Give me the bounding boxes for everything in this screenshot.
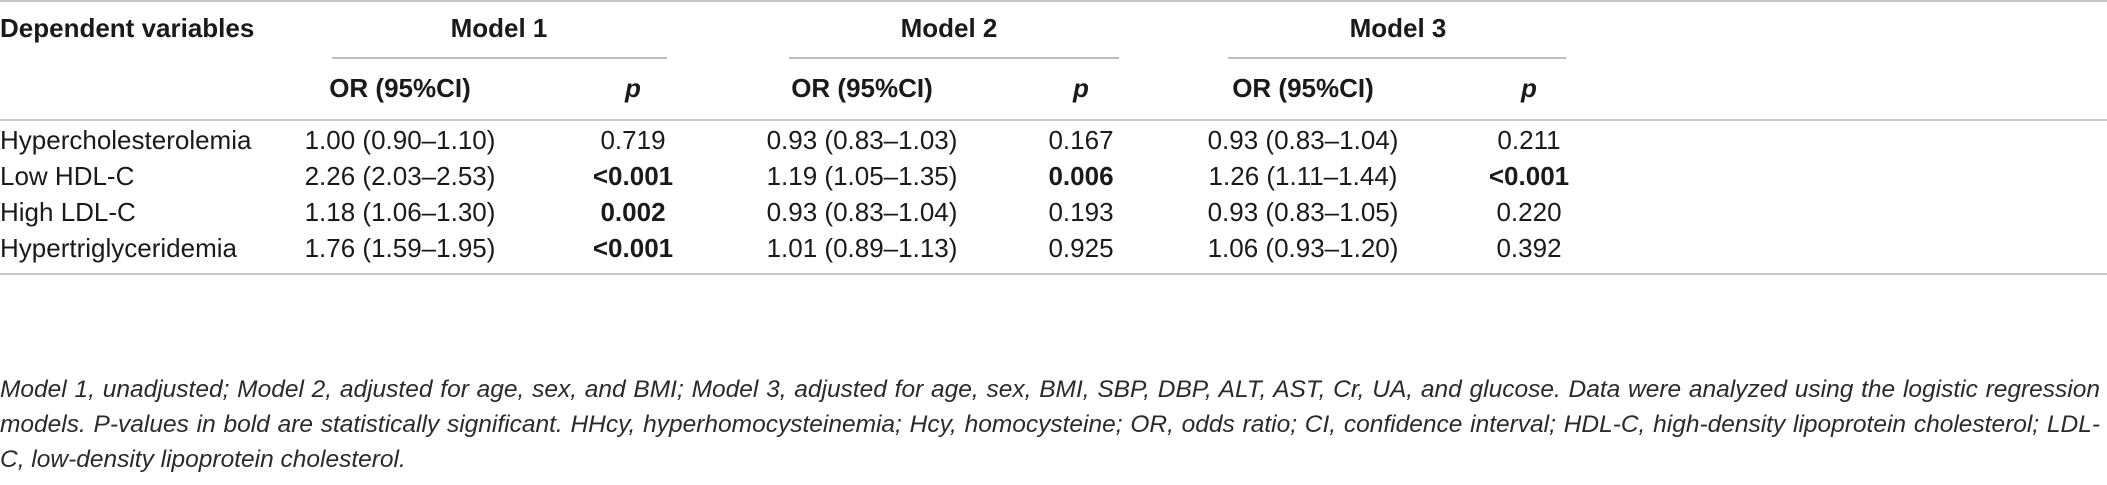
- p-value-cell-significant: 0.002: [600, 197, 666, 227]
- p-value-cell: 0.392: [1496, 233, 1562, 263]
- row-label-hypercholesterolemia: Hypercholesterolemia: [0, 125, 252, 155]
- header-dependent-variables: Dependent variables: [0, 13, 255, 43]
- header-p-model-1: p: [625, 73, 641, 103]
- header-or-model-2: OR (95%CI): [791, 73, 933, 103]
- p-value-cell-significant: <0.001: [592, 233, 674, 263]
- header-model-2: Model 2: [900, 13, 998, 43]
- row-label-low-hdl-c: Low HDL-C: [0, 161, 135, 191]
- table-bottom-rule: [0, 273, 2107, 275]
- header-model-1: Model 1: [450, 13, 548, 43]
- header-model-3: Model 3: [1349, 13, 1447, 43]
- or-cell: 2.26 (2.03–2.53): [304, 161, 496, 191]
- p-value-cell: 0.220: [1496, 197, 1562, 227]
- row-label-high-ldl-c: High LDL-C: [0, 197, 136, 227]
- or-cell: 1.26 (1.11–1.44): [1208, 161, 1398, 191]
- p-value-cell-significant: <0.001: [592, 161, 674, 191]
- model-1-underline: [332, 57, 667, 59]
- p-value-cell: 0.193: [1048, 197, 1114, 227]
- p-value-cell-significant: 0.006: [1048, 161, 1114, 191]
- or-cell: 0.93 (0.83–1.03): [766, 125, 958, 155]
- or-cell: 1.18 (1.06–1.30): [304, 197, 496, 227]
- header-p-model-3: p: [1521, 73, 1537, 103]
- or-cell: 1.00 (0.90–1.10): [304, 125, 496, 155]
- model-3-underline: [1228, 57, 1566, 59]
- header-or-model-3: OR (95%CI): [1232, 73, 1374, 103]
- p-value-cell: 0.719: [600, 125, 666, 155]
- p-value-cell-significant: <0.001: [1488, 161, 1570, 191]
- table-top-rule: [0, 0, 2107, 2]
- or-cell: 1.76 (1.59–1.95): [304, 233, 496, 263]
- p-value-cell: 0.925: [1048, 233, 1114, 263]
- model-2-underline: [789, 57, 1119, 59]
- or-cell: 0.93 (0.83–1.04): [766, 197, 958, 227]
- or-cell: 1.01 (0.89–1.13): [766, 233, 958, 263]
- p-value-cell: 0.211: [1497, 125, 1561, 155]
- or-cell: 0.93 (0.83–1.04): [1207, 125, 1399, 155]
- or-cell: 0.93 (0.83–1.05): [1207, 197, 1399, 227]
- p-value-cell: 0.167: [1048, 125, 1114, 155]
- or-cell: 1.06 (0.93–1.20): [1207, 233, 1399, 263]
- header-bottom-rule: [0, 119, 2107, 121]
- table-footnote: Model 1, unadjusted; Model 2, adjusted f…: [0, 376, 2100, 473]
- header-or-model-1: OR (95%CI): [329, 73, 471, 103]
- row-label-hypertriglyceridemia: Hypertriglyceridemia: [0, 233, 237, 263]
- or-cell: 1.19 (1.05–1.35): [766, 161, 958, 191]
- header-p-model-2: p: [1073, 73, 1089, 103]
